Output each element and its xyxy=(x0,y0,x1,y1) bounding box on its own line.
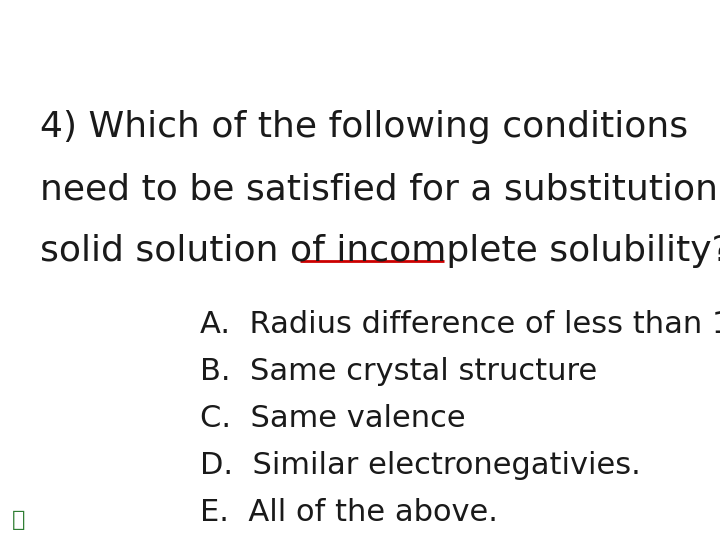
Text: A.  Radius difference of less than 15%: A. Radius difference of less than 15% xyxy=(200,310,720,339)
Text: ⓘ: ⓘ xyxy=(12,510,25,530)
Text: need to be satisfied for a substitutional: need to be satisfied for a substitutiona… xyxy=(40,172,720,206)
Text: solid solution of incomplete solubility?: solid solution of incomplete solubility? xyxy=(40,234,720,268)
Text: 4) Which of the following conditions: 4) Which of the following conditions xyxy=(40,110,688,144)
Text: B.  Same crystal structure: B. Same crystal structure xyxy=(200,357,598,386)
Text: E.  All of the above.: E. All of the above. xyxy=(200,498,498,527)
Text: D.  Similar electronegativies.: D. Similar electronegativies. xyxy=(200,451,641,480)
Text: C.  Same valence: C. Same valence xyxy=(200,404,466,433)
